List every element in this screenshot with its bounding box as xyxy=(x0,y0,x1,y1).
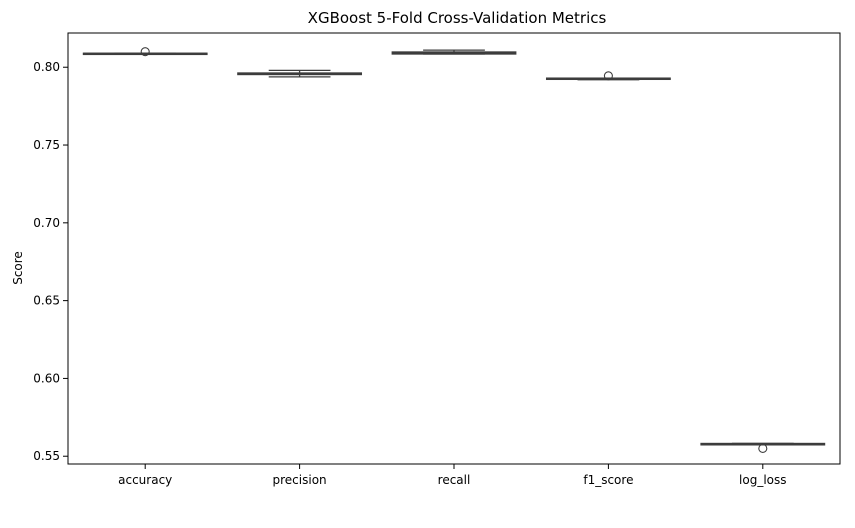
plot-frame xyxy=(67,32,841,465)
y-tick-label: 0.55 xyxy=(33,449,60,463)
chart-title: XGBoost 5-Fold Cross-Validation Metrics xyxy=(308,9,607,27)
y-axis-label: Score xyxy=(11,251,25,285)
outlier-point xyxy=(603,71,613,81)
x-tick-label: precision xyxy=(273,473,327,487)
y-tick-label: 0.80 xyxy=(33,60,60,74)
outlier-point xyxy=(140,47,150,57)
y-tick-label: 0.75 xyxy=(33,138,60,152)
outlier-point xyxy=(758,443,768,453)
x-tick-label: f1_score xyxy=(583,473,633,487)
plot-area: 0.55 0.60 0.65 0.70 0.75 0.80 accuracy precisio… xyxy=(33,32,841,487)
y-tick-label: 0.60 xyxy=(33,371,60,385)
x-tick-label: accuracy xyxy=(118,473,172,487)
x-tick-label: recall xyxy=(438,473,471,487)
y-tick-label: 0.70 xyxy=(33,216,60,230)
y-tick-label: 0.65 xyxy=(33,294,60,308)
x-tick-label: log_loss xyxy=(739,473,786,487)
